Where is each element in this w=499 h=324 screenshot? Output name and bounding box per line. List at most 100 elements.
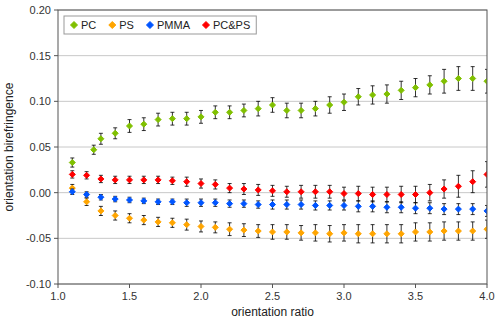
point [341, 230, 347, 236]
point [155, 199, 161, 205]
y-tick [54, 55, 58, 56]
error-bar [170, 177, 174, 184]
error-bar [242, 224, 246, 237]
point [413, 229, 419, 235]
y-tick-label: 0.05 [30, 141, 51, 153]
point [91, 147, 97, 153]
point [441, 206, 447, 212]
point [384, 231, 390, 237]
point [198, 181, 204, 187]
point [169, 199, 175, 205]
error-bar [442, 222, 446, 240]
x-tick-label: 2.0 [193, 290, 208, 302]
error-bar [242, 104, 246, 117]
error-bar [299, 103, 303, 118]
error-bar [299, 200, 303, 209]
legend-label: PC&PS [213, 19, 250, 31]
point [370, 191, 376, 197]
point [327, 102, 333, 108]
error-bar [213, 106, 217, 119]
error-bar [185, 219, 189, 230]
error-bar [99, 175, 103, 182]
point [455, 183, 461, 189]
error-bar [471, 67, 475, 91]
error-bar [342, 94, 346, 110]
error-bar [142, 198, 146, 203]
point [370, 203, 376, 209]
error-bar [342, 225, 346, 241]
point [455, 206, 461, 212]
point [355, 94, 361, 100]
point [370, 92, 376, 98]
point [284, 189, 290, 195]
x-tick-label: 2.5 [265, 290, 280, 302]
legend-box [64, 16, 256, 34]
error-bar [371, 86, 375, 104]
point [384, 204, 390, 210]
error-bar [471, 222, 475, 240]
error-bar [271, 225, 275, 240]
error-bar [170, 112, 174, 125]
y-tick [54, 147, 58, 148]
error-bar [199, 179, 203, 188]
error-bar [385, 85, 389, 103]
point [112, 196, 118, 202]
point [112, 177, 118, 183]
point [155, 177, 161, 183]
y-tick-label: 0.00 [30, 187, 51, 199]
error-bar [128, 176, 132, 183]
error-bar [156, 113, 160, 126]
error-bar [271, 185, 275, 196]
error-bar [428, 203, 432, 214]
point [270, 188, 276, 194]
y-tick-label: 0.10 [30, 95, 51, 107]
y-tick [54, 10, 58, 11]
point [355, 203, 361, 209]
y-tick [54, 284, 58, 285]
error-bar [70, 189, 74, 194]
point [98, 208, 104, 214]
y-tick-label: -0.05 [26, 232, 51, 244]
error-bar [414, 223, 418, 241]
point [227, 185, 233, 191]
legend-label: PC [81, 19, 96, 31]
point [298, 230, 304, 236]
x-tick-label: 1.5 [122, 290, 137, 302]
point [184, 116, 190, 122]
error-bar [199, 221, 203, 232]
x-tick [415, 284, 416, 288]
error-bar [271, 98, 275, 113]
point [227, 109, 233, 115]
error-bar [185, 112, 189, 125]
point [355, 231, 361, 237]
error-bar [456, 222, 460, 240]
error-bar [313, 225, 317, 241]
point [455, 228, 461, 234]
error-bar [170, 199, 174, 204]
point [127, 123, 133, 129]
point [241, 107, 247, 113]
point [169, 178, 175, 184]
x-tick [487, 284, 488, 288]
error-bar [99, 206, 103, 215]
point [255, 187, 261, 193]
error-bar [328, 201, 332, 210]
legend-label: PS [119, 19, 134, 31]
error-bar [70, 158, 74, 167]
point [441, 186, 447, 192]
error-bar [356, 225, 360, 243]
legend-marker [71, 22, 78, 29]
point [98, 136, 104, 142]
error-bar [185, 177, 189, 186]
error-bar [371, 225, 375, 243]
error-bar [428, 184, 432, 200]
point [441, 78, 447, 84]
grid-line [58, 55, 487, 56]
point [127, 177, 133, 183]
error-bar [228, 223, 232, 236]
point [370, 231, 376, 237]
point [455, 76, 461, 82]
error-bar [185, 199, 189, 206]
error-bar [92, 145, 96, 154]
error-bar [99, 133, 103, 144]
